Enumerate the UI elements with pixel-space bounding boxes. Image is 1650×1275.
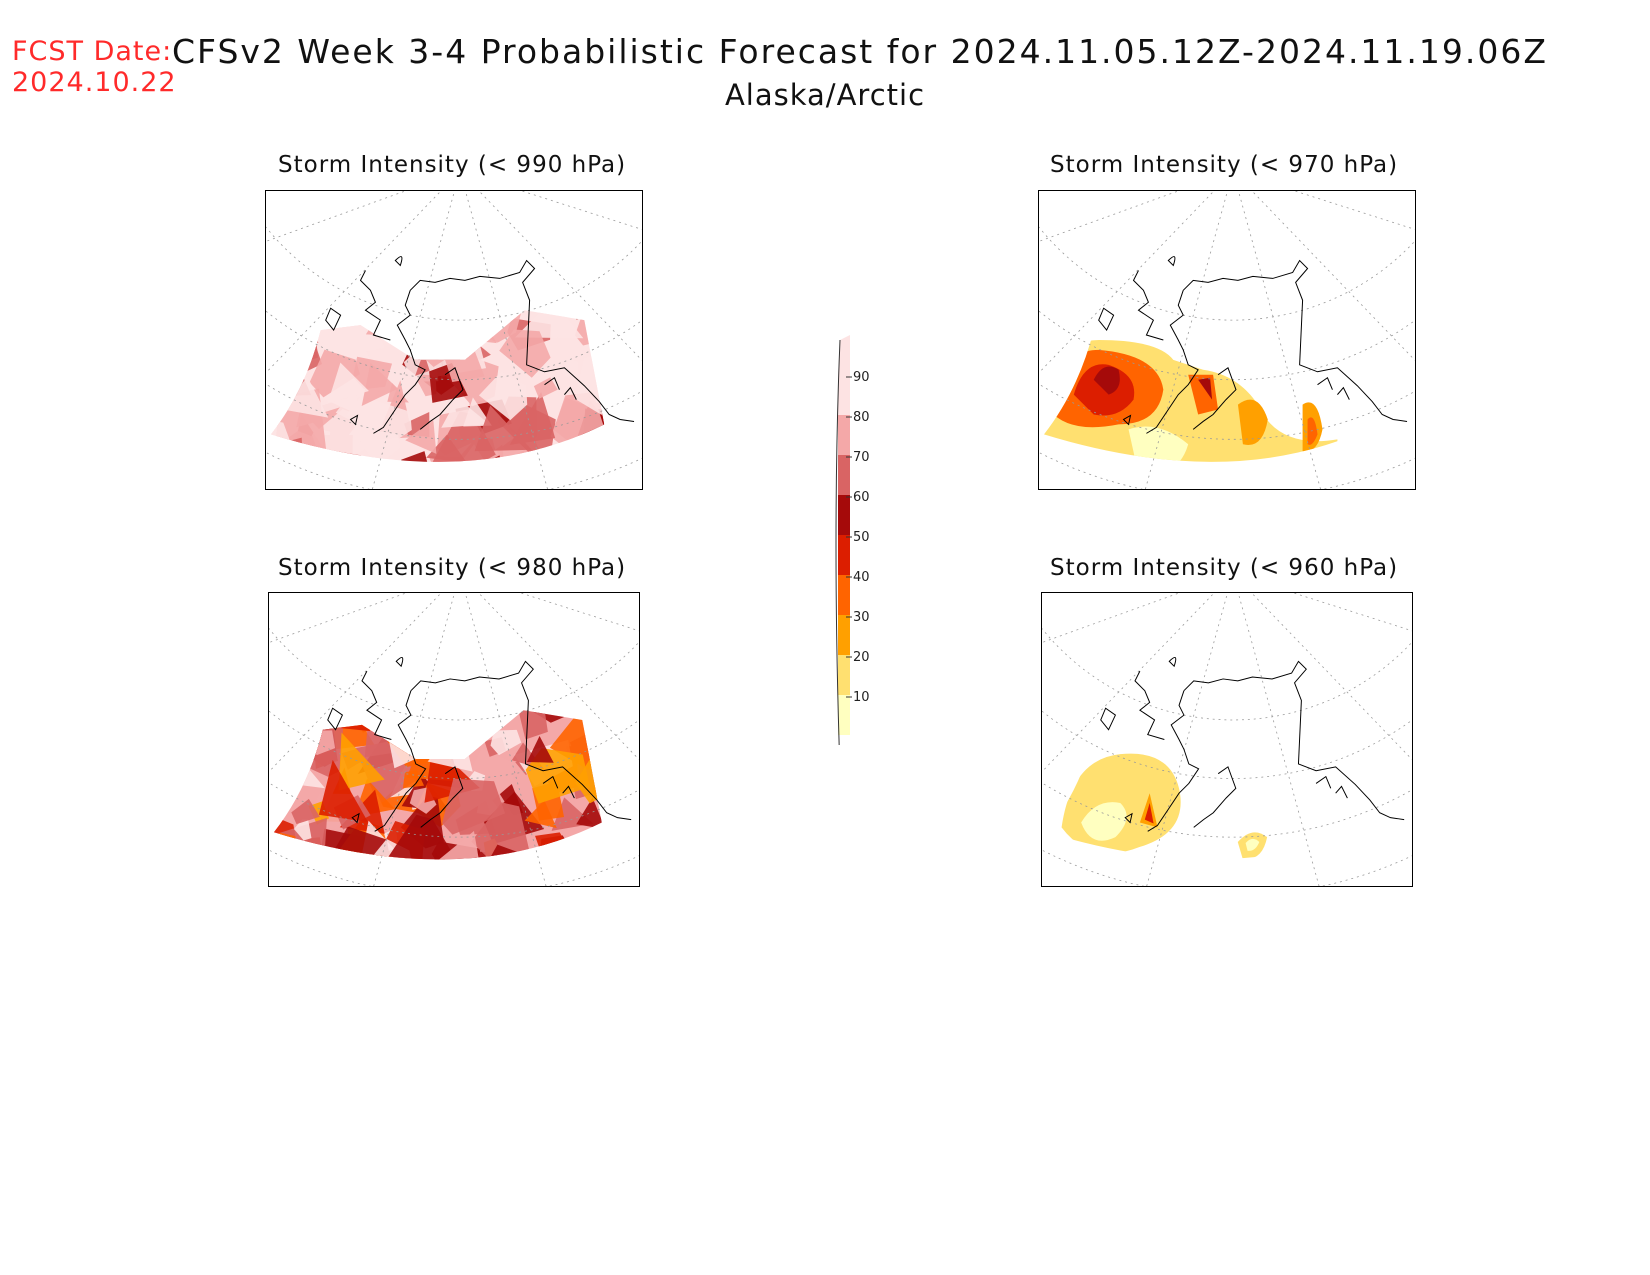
legend-swatch xyxy=(838,655,850,695)
panel-title-970: Storm Intensity (< 970 hPa) xyxy=(1050,152,1399,178)
map-panel-990 xyxy=(265,190,643,490)
legend-label: 20 xyxy=(853,650,870,665)
legend-swatch xyxy=(838,535,850,575)
probability-field xyxy=(1061,753,1268,859)
probability-field xyxy=(270,310,605,462)
panel-title-980: Storm Intensity (< 980 hPa) xyxy=(278,555,627,581)
map-panel-980 xyxy=(268,592,640,887)
coastline xyxy=(327,656,632,832)
legend-label: 90 xyxy=(853,370,870,385)
legend-swatch xyxy=(838,415,850,455)
panel-title-960: Storm Intensity (< 960 hPa) xyxy=(1050,555,1399,581)
legend-swatch xyxy=(838,575,850,615)
graticule xyxy=(266,191,642,489)
coastline xyxy=(325,256,635,434)
legend-swatch xyxy=(838,695,850,735)
probability-field xyxy=(1043,340,1338,462)
probability-field xyxy=(273,710,602,860)
graticule xyxy=(1042,593,1412,886)
legend-label: 40 xyxy=(853,570,870,585)
legend-label: 10 xyxy=(853,690,870,705)
legend-label: 70 xyxy=(853,450,870,465)
color-legend: 90 80 70 60 50 40 30 20 10 xyxy=(835,335,870,745)
map-canvas xyxy=(269,593,639,886)
fcst-date-value: 2024.10.22 xyxy=(12,67,177,98)
graticule xyxy=(1039,191,1415,489)
graticule xyxy=(269,593,639,886)
legend-swatch xyxy=(838,375,850,415)
map-canvas xyxy=(1039,191,1415,489)
forecast-date-block: FCST Date: 2024.10.22 xyxy=(12,36,177,98)
region-subtitle: Alaska/Arctic xyxy=(724,78,926,112)
map-canvas xyxy=(266,191,642,489)
main-title: CFSv2 Week 3-4 Probabilistic Forecast fo… xyxy=(172,32,1548,71)
coastline xyxy=(1098,256,1408,434)
map-canvas xyxy=(1042,593,1412,886)
coastline xyxy=(1100,656,1405,832)
legend-label: 30 xyxy=(853,610,870,625)
map-panel-970 xyxy=(1038,190,1416,490)
legend-label: 60 xyxy=(853,490,870,505)
legend-label: 50 xyxy=(853,530,870,545)
legend-swatch xyxy=(838,615,850,655)
map-panel-960 xyxy=(1041,592,1413,887)
panel-title-990: Storm Intensity (< 990 hPa) xyxy=(278,152,627,178)
legend-swatch xyxy=(838,455,850,495)
legend-label: 80 xyxy=(853,410,870,425)
fcst-date-label: FCST Date: xyxy=(12,36,173,67)
legend-swatch xyxy=(838,495,850,535)
